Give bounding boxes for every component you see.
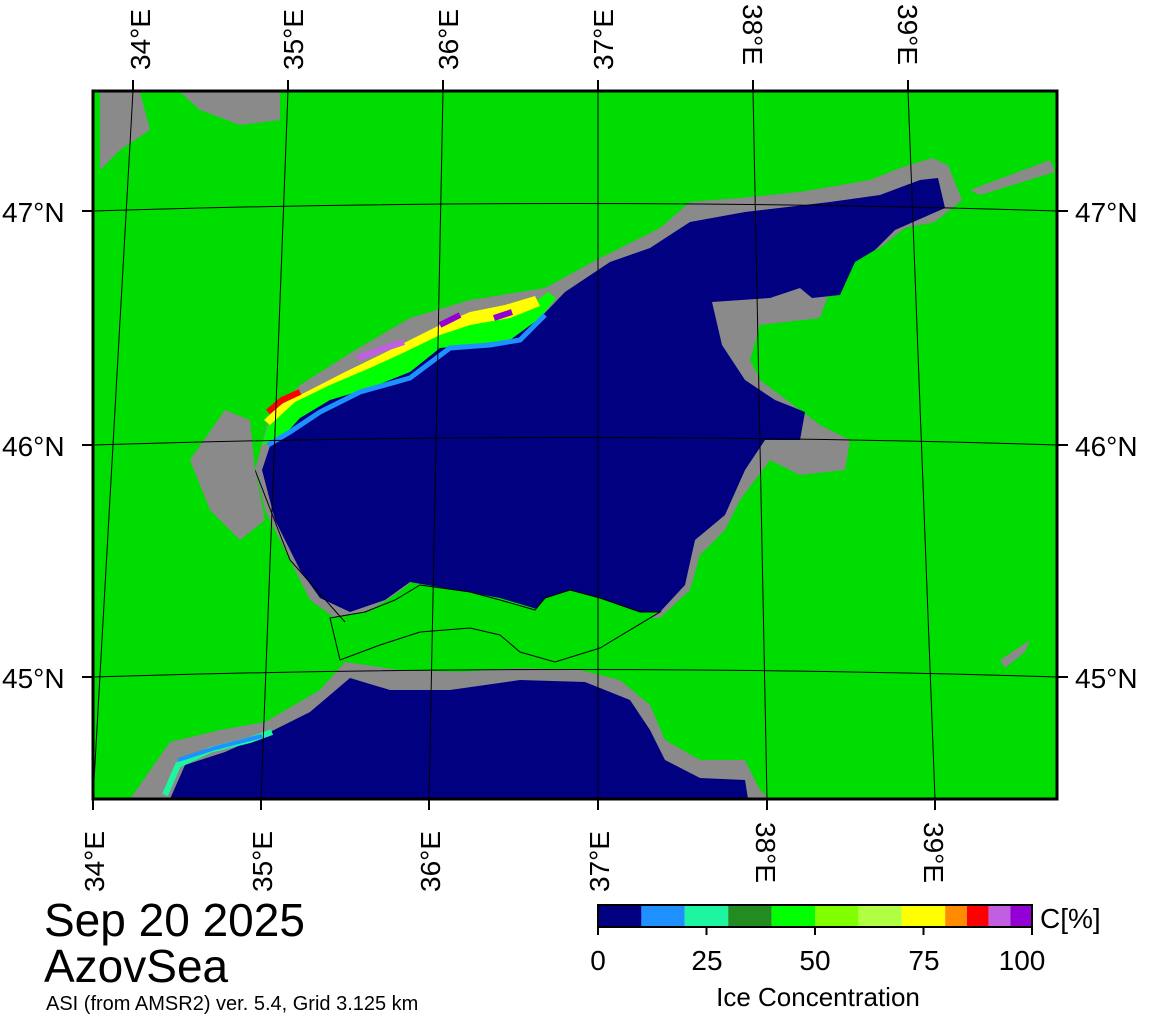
colorbar-tick-label: 25 — [691, 945, 722, 976]
colorbar-segment — [966, 905, 989, 927]
sivash-mask — [190, 410, 265, 540]
don-delta-mask — [970, 160, 1055, 195]
colorbar-tick-label: 50 — [799, 945, 830, 976]
left-lat-label: 47°N — [2, 197, 65, 228]
colorbar-segment — [598, 905, 642, 927]
colorbar-segment — [988, 905, 1011, 927]
date-title: Sep 20 2025 — [44, 894, 305, 946]
colorbar-ticks — [597, 927, 1033, 935]
left-lat-label: 45°N — [2, 663, 65, 694]
top-lon-labels: 34°E 35°E 36°E 37°E — [125, 9, 619, 70]
top-lon-label: 34°E — [125, 9, 156, 70]
top-lon-label: 38°E — [737, 4, 768, 65]
map-panel — [93, 91, 1057, 799]
kuban-land-detail — [1000, 640, 1030, 668]
right-lat-label: 45°N — [1075, 663, 1138, 694]
right-lat-label: 47°N — [1075, 197, 1138, 228]
colorbar-segment — [1010, 905, 1032, 927]
ice-edge-band — [262, 292, 556, 448]
azov-open-water — [262, 178, 945, 612]
colorbar-tick-label: 75 — [908, 945, 939, 976]
dnieper-lagoon — [100, 92, 150, 170]
bottom-lon-label: 38°E — [750, 822, 781, 883]
colorbar-segment — [641, 905, 685, 927]
colorbar-title: Ice Concentration — [716, 982, 920, 1012]
frame-ticks — [82, 80, 1068, 810]
black-sea-open-water — [170, 678, 748, 799]
bottom-lon-labels: 34°E 35°E 36°E 37°E 38°E 39°E — [79, 822, 949, 892]
arabat-spit — [254, 469, 346, 623]
colorbar-segment — [815, 905, 859, 927]
colorbar-segment — [901, 905, 946, 927]
top-lon-label: 37°E — [588, 9, 619, 70]
right-lat-labels: 47°N 46°N 45°N — [1075, 197, 1138, 694]
colorbar-segment — [945, 905, 967, 927]
bottom-lon-label: 34°E — [79, 831, 110, 892]
region-title: AzovSea — [44, 940, 229, 992]
left-lat-labels: 47°N 46°N 45°N — [2, 197, 65, 694]
bottom-lon-label: 36°E — [415, 831, 446, 892]
bottom-lon-label: 35°E — [247, 831, 278, 892]
colorbar-unit-label: C[%] — [1040, 903, 1101, 934]
source-caption: ASI (from AMSR2) ver. 5.4, Grid 3.125 km — [46, 993, 419, 1015]
crimea-land — [329, 584, 662, 663]
colorbar-segment — [684, 905, 729, 927]
graticule — [93, 91, 1057, 799]
colorbar: C[%] 0 25 50 75 100 Ice Concentration — [590, 903, 1100, 1012]
colorbar-segment — [858, 905, 902, 927]
colorbar-tick-label: 0 — [590, 945, 606, 976]
bottom-lon-label: 39°E — [918, 822, 949, 883]
top-lon-label: 39°E — [892, 4, 923, 65]
colorbar-tick-label: 100 — [999, 945, 1046, 976]
dnieper-inlet — [180, 92, 280, 125]
right-lat-label: 46°N — [1075, 431, 1138, 462]
top-lon-label: 36°E — [433, 9, 464, 70]
colorbar-segment — [728, 905, 772, 927]
left-lat-label: 46°N — [2, 431, 65, 462]
colorbar-segments — [598, 905, 1032, 927]
top-lon-label: 35°E — [278, 9, 309, 70]
bottom-lon-label: 37°E — [584, 831, 615, 892]
colorbar-segment — [771, 905, 815, 927]
